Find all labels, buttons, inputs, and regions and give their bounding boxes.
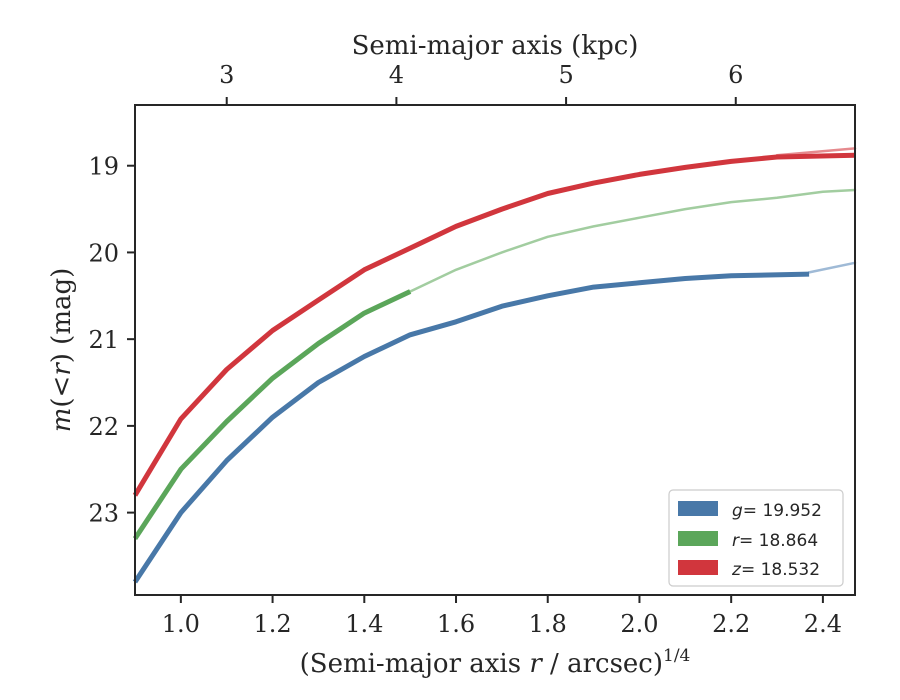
x-tick-label: 2.2 (712, 610, 750, 638)
legend-value-z: = 18.532 (741, 560, 820, 580)
x-axis-title-suffix: / arcsec) (542, 649, 663, 679)
legend-var-z: z (731, 560, 742, 580)
series-line-r (132, 289, 412, 540)
y-axis-title-var: m (47, 408, 77, 433)
top-tick-label: 6 (728, 61, 743, 89)
y-axis: 19 20 21 22 23 (88, 153, 135, 528)
x-tick-label: 1.0 (162, 610, 200, 638)
y-axis-title: m(<r) (mag) (47, 268, 77, 433)
legend-label-z: z= 18.532 (731, 560, 820, 580)
x-axis-title-exponent: 1/4 (663, 646, 690, 666)
x-tick-label: 1.2 (253, 610, 291, 638)
legend-swatch-g (678, 501, 718, 516)
y-tick-label: 20 (88, 239, 119, 267)
top-tick-label: 5 (558, 61, 573, 89)
top-tick-label: 3 (219, 61, 234, 89)
legend-value-r: = 18.864 (739, 531, 818, 551)
top-axis-title: Semi-major axis (kpc) (352, 31, 639, 61)
y-tick-label: 23 (88, 500, 119, 528)
x-axis: 1.0 1.2 1.4 1.6 1.8 2.0 2.2 2.4 (162, 595, 842, 638)
series-line-z (132, 152, 856, 497)
x-tick-label: 2.0 (620, 610, 658, 638)
y-tick-label: 22 (88, 413, 119, 441)
legend-var-g: g (732, 501, 743, 521)
x-axis-title-var: r (529, 649, 543, 679)
legend-value-g: = 19.952 (743, 501, 822, 521)
y-axis-title-var2: r (47, 362, 77, 376)
y-tick-label: 21 (88, 326, 119, 354)
x-tick-label: 2.4 (804, 610, 842, 638)
legend-var-r: r (732, 531, 740, 551)
legend: g= 19.952 r= 18.864 z= 18.532 (668, 489, 844, 587)
legend-label-g: g= 19.952 (732, 501, 822, 521)
y-axis-title-suffix: ) (mag) (47, 268, 77, 364)
legend-swatch-r (678, 531, 718, 546)
series-line-g (132, 271, 810, 584)
series-layer (132, 147, 857, 584)
top-x-axis: 3 4 5 6 (219, 61, 743, 105)
x-tick-label: 1.4 (345, 610, 383, 638)
x-axis-title-prefix: (Semi-major axis (300, 649, 530, 679)
plot-frame (134, 104, 856, 596)
legend-label-r: r= 18.864 (732, 531, 818, 551)
model-line-g (807, 261, 857, 274)
x-tick-label: 1.8 (529, 610, 567, 638)
x-tick-label: 1.6 (437, 610, 475, 638)
y-axis-title-mid: (< (47, 376, 77, 408)
model-line-r (408, 188, 857, 293)
top-tick-label: 4 (389, 61, 404, 89)
x-axis-title: (Semi-major axis r / arcsec)1/4 (300, 646, 691, 679)
legend-swatch-z (678, 560, 718, 575)
model-line-z (775, 147, 857, 157)
y-tick-label: 19 (88, 153, 119, 181)
